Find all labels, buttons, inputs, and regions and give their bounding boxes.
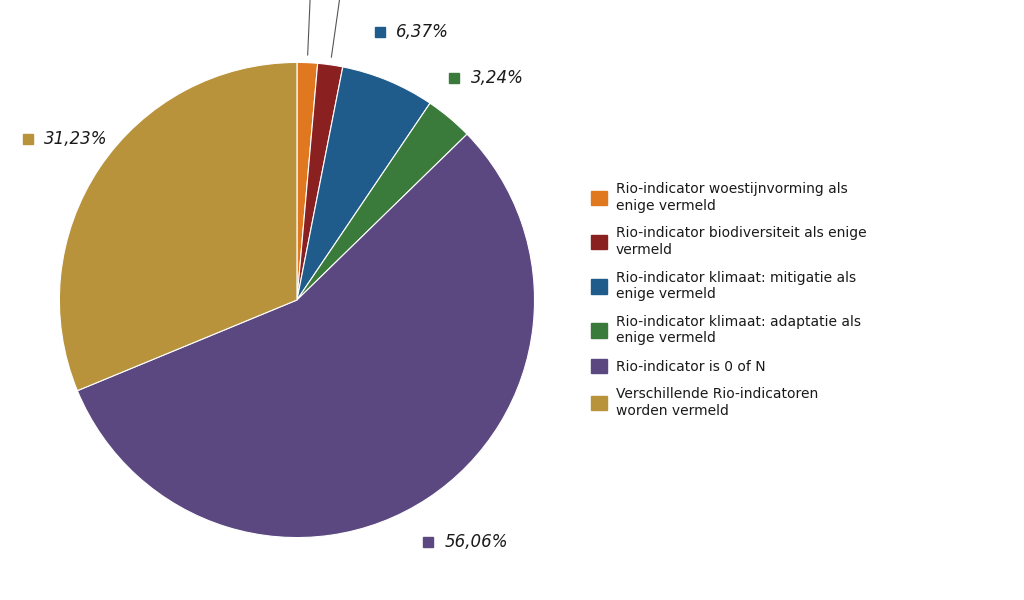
Text: 56,06%: 56,06% [444,533,508,551]
Wedge shape [297,103,467,300]
Wedge shape [297,62,317,300]
Text: 31,23%: 31,23% [44,130,108,148]
Text: 3,24%: 3,24% [471,68,524,86]
Legend: Rio-indicator woestijnvorming als
enige vermeld, Rio-indicator biodiversiteit al: Rio-indicator woestijnvorming als enige … [591,182,866,418]
Wedge shape [297,67,430,300]
Wedge shape [78,134,535,538]
Wedge shape [297,64,343,300]
Wedge shape [59,62,297,391]
Text: 6,37%: 6,37% [396,23,450,41]
